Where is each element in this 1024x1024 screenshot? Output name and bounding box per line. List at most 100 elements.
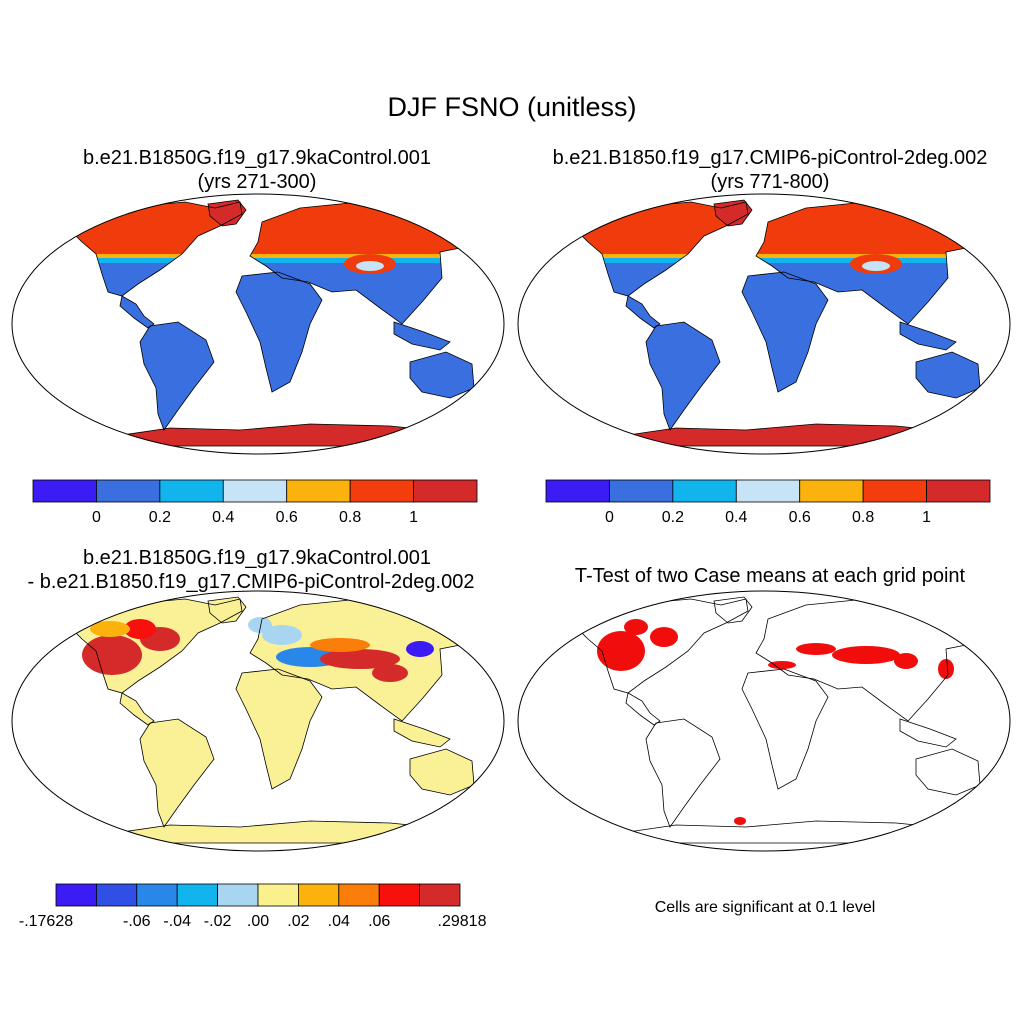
colorbar-box <box>176 883 218 907</box>
colorbar-box <box>222 479 288 503</box>
land-africa <box>236 272 322 392</box>
panel3-title: b.e21.B1850G.f19_g17.9kaControl.001 - b.… <box>0 546 514 594</box>
greenland-snow <box>208 200 246 226</box>
colorbar-box <box>286 479 351 503</box>
land-australia <box>410 352 474 398</box>
antarctica-snow <box>90 424 480 446</box>
greenland-snow <box>714 200 752 226</box>
panel3-title-line2: - b.e21.B1850.f19_g17.CMIP6-piControl-2d… <box>27 571 475 593</box>
diff-blob <box>262 625 302 645</box>
coastline-samerica <box>645 718 721 828</box>
tibet-inner <box>356 261 384 271</box>
land-camerica <box>120 693 154 725</box>
coastline-africa <box>741 668 829 790</box>
colorbar-box <box>862 479 927 503</box>
land-seasia <box>394 322 450 350</box>
panel2-title-line2: (yrs 771-800) <box>710 171 830 193</box>
panel3-title-line1: b.e21.B1850G.f19_g17.9kaControl.001 <box>82 547 432 569</box>
coastline-australia <box>915 351 981 399</box>
coastline-australia <box>915 748 981 796</box>
colorbar-box <box>159 479 224 503</box>
colorbar-box <box>413 479 478 503</box>
colorbar-box <box>297 883 340 907</box>
significant-cells <box>796 643 836 655</box>
colorbar-tick-label: 0 <box>605 509 614 526</box>
colorbar-tick-label: 0 <box>92 509 101 526</box>
coastline-africa <box>741 271 829 393</box>
diff-blob <box>90 621 130 637</box>
coastline-seasia <box>899 718 957 748</box>
snow-transition-band <box>72 254 480 260</box>
colorbar-tick-label: 1 <box>409 509 418 526</box>
significant-cells <box>894 653 918 669</box>
colorbar-tick-label: 1 <box>922 509 931 526</box>
colorbar-tick-label: 0.2 <box>662 509 684 526</box>
panel2-title-line1: b.e21.B1850.f19_g17.CMIP6-piControl-2deg… <box>552 147 988 169</box>
coastline-seasia <box>393 321 451 351</box>
map-case2 <box>517 193 1011 455</box>
panel1-title: b.e21.B1850G.f19_g17.9kaControl.001 (yrs… <box>32 146 482 194</box>
coastline-namerica <box>71 201 243 297</box>
significant-cells <box>768 661 796 669</box>
colorbar-box <box>799 479 864 503</box>
diff-blob <box>406 641 434 657</box>
colorbar-box <box>609 479 674 503</box>
colorbar-box <box>217 883 259 907</box>
map-frame <box>11 193 505 455</box>
colorbar-tick-label: .06 <box>368 913 390 930</box>
land-camerica <box>626 296 660 328</box>
map-frame <box>11 590 505 852</box>
land-africa <box>236 669 322 789</box>
snow-high-band <box>72 200 480 258</box>
coastline-antarctica <box>594 423 987 447</box>
colorbar-tick-label: -.06 <box>123 913 151 930</box>
colorbar-box <box>55 883 97 907</box>
coastline-greenland <box>713 596 753 624</box>
figure-title: DJF FSNO (unitless) <box>387 92 637 122</box>
coastline-namerica <box>577 598 749 694</box>
colorbar-diff: -.17628 -.06 -.04 -.02 .00 .02 .04 .06 .29818 <box>19 883 487 930</box>
coastline-namerica <box>577 201 749 297</box>
colorbar-box <box>349 479 414 503</box>
colorbar-case2: 0 0.2 0.4 0.6 0.8 1 <box>545 479 991 526</box>
map-diff <box>11 590 505 852</box>
coastline-greenland <box>207 199 247 227</box>
diff-blob <box>124 619 156 639</box>
colorbar-tick-label: 0.4 <box>725 509 747 526</box>
coastline-antarctica <box>88 820 481 844</box>
coastline-samerica <box>645 321 721 431</box>
coastline-antarctica <box>594 820 987 844</box>
colorbar-tick-label: 0.4 <box>212 509 234 526</box>
colorbar-box <box>419 883 461 907</box>
colorbar-box <box>96 479 161 503</box>
panel2-title: b.e21.B1850.f19_g17.CMIP6-piControl-2deg… <box>515 146 1024 194</box>
panel1-title-line2: (yrs 271-300) <box>197 171 317 193</box>
snow-edge-band <box>578 258 986 263</box>
colorbar-tick-label: 0.8 <box>339 509 361 526</box>
map-frame <box>517 193 1011 455</box>
colorbar-tick-label: -.02 <box>204 913 232 930</box>
significant-cells <box>938 659 954 679</box>
map-frame <box>517 590 1011 852</box>
colorbar-box <box>926 479 991 503</box>
diff-blob <box>320 649 400 669</box>
coastline-australia <box>409 748 475 796</box>
colorbar-tick-label: 0.8 <box>852 509 874 526</box>
map-case1 <box>11 193 505 455</box>
panel1-title-line1: b.e21.B1850G.f19_g17.9kaControl.001 <box>82 147 432 169</box>
significant-cells <box>650 627 678 647</box>
colorbar-tick-label: -.17628 <box>19 913 73 930</box>
land-africa <box>742 272 828 392</box>
diff-blob <box>82 635 142 675</box>
colorbar-box <box>32 479 97 503</box>
land-samerica <box>140 322 214 430</box>
significance-note: Cells are significant at 0.1 level <box>654 899 876 916</box>
coastline-greenland <box>207 596 247 624</box>
significant-cells <box>624 619 648 635</box>
land-camerica <box>120 296 154 328</box>
panel4-title-line1: T-Test of two Case means at each grid po… <box>574 565 966 587</box>
colorbar-case1: 0 0.2 0.4 0.6 0.8 1 <box>32 479 478 526</box>
coastline-seasia <box>899 321 957 351</box>
colorbar-tick-label: -.04 <box>163 913 191 930</box>
colorbar-box <box>96 883 138 907</box>
